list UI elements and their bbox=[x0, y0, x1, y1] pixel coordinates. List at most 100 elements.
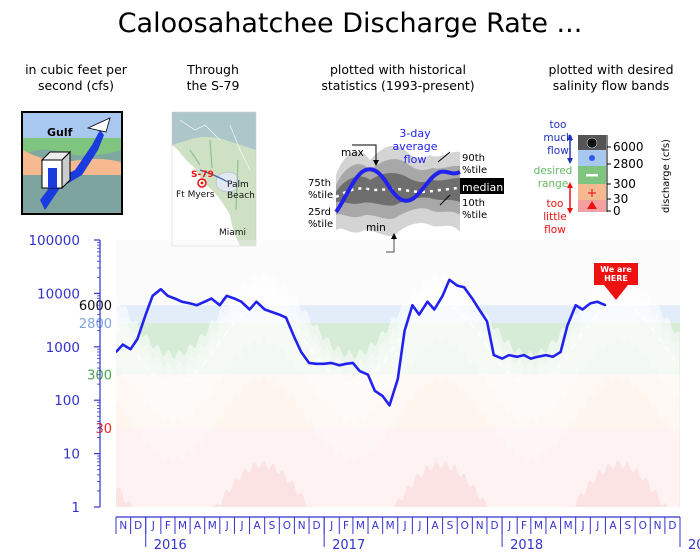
flow-point bbox=[388, 404, 391, 407]
month-tick-label: J bbox=[403, 520, 407, 532]
flow-point bbox=[210, 297, 213, 300]
flow-point bbox=[203, 300, 206, 303]
flow-point bbox=[448, 278, 451, 281]
month-tick-label: J bbox=[580, 520, 584, 532]
month-tick-label: M bbox=[356, 520, 365, 532]
threshold-label-2800: 2800 bbox=[79, 317, 112, 332]
flow-point bbox=[507, 354, 510, 356]
month-tick-label: N bbox=[476, 520, 484, 532]
threshold-label-30: 30 bbox=[95, 422, 112, 437]
stat-label-min: min bbox=[366, 222, 386, 234]
flow-point bbox=[129, 348, 132, 351]
chart-title: Caloosahatchee Discharge Rate ... bbox=[117, 8, 583, 39]
y-tick-label: 10 bbox=[63, 447, 80, 463]
flow-point bbox=[345, 362, 347, 365]
month-tick-label: J bbox=[595, 520, 599, 532]
flow-point bbox=[501, 357, 503, 360]
flow-point bbox=[121, 343, 124, 346]
flow-point bbox=[589, 302, 592, 305]
stat-envelope-p25-p75 bbox=[116, 290, 680, 426]
flow-point bbox=[574, 304, 577, 307]
band-tick-2800: 2800 bbox=[613, 157, 644, 171]
flow-point bbox=[323, 362, 326, 365]
florida-map bbox=[172, 112, 256, 246]
flow-point bbox=[174, 297, 176, 300]
flow-point bbox=[418, 313, 421, 316]
month-tick-label: F bbox=[343, 520, 349, 532]
month-tick-label: M bbox=[178, 520, 187, 532]
flow-point bbox=[225, 294, 228, 297]
month-tick-label: J bbox=[417, 520, 421, 532]
flow-point bbox=[486, 320, 488, 323]
flow-point bbox=[566, 324, 569, 327]
month-tick-label: O bbox=[283, 520, 291, 532]
month-tick-label: D bbox=[313, 520, 321, 532]
y-tick-label: 1 bbox=[71, 500, 80, 516]
we-are-here-label: We are HERE bbox=[600, 265, 632, 283]
flow-point bbox=[248, 308, 251, 311]
flow-point bbox=[492, 354, 495, 356]
band-label-too-much: too much flow bbox=[543, 119, 572, 157]
month-tick-label: F bbox=[521, 520, 527, 532]
band-tick-300: 300 bbox=[613, 177, 636, 191]
y-tick-label: 10000 bbox=[37, 286, 80, 302]
y-tick-label: 100 bbox=[54, 393, 80, 409]
month-tick-label: M bbox=[564, 520, 573, 532]
flow-point bbox=[523, 354, 525, 356]
stat-label-flow: 3-day average flow bbox=[392, 127, 437, 166]
legend-units-text: in cubic feet per second (cfs) bbox=[25, 62, 127, 93]
y-tick-label: 1000 bbox=[46, 340, 80, 356]
month-tick-label: D bbox=[490, 520, 498, 532]
flow-point bbox=[338, 364, 341, 367]
month-tick-label: S bbox=[269, 520, 276, 532]
flow-point bbox=[559, 351, 562, 353]
month-tick-label: A bbox=[372, 520, 380, 532]
city-ft-myers: Ft Myers bbox=[176, 190, 215, 200]
month-tick-label: D bbox=[134, 520, 142, 532]
flow-point bbox=[308, 361, 310, 364]
flow-point bbox=[218, 304, 221, 307]
band-label-desired: desired range bbox=[534, 165, 573, 190]
month-tick-label: O bbox=[461, 520, 469, 532]
flow-point bbox=[263, 308, 266, 311]
flow-point bbox=[545, 354, 547, 356]
flow-point bbox=[233, 297, 236, 300]
flow-point bbox=[330, 361, 332, 364]
month-tick-label: S bbox=[625, 520, 632, 532]
month-tick-label: J bbox=[507, 520, 511, 532]
median-line bbox=[116, 303, 680, 385]
stat-label-p25: 25rd %tile bbox=[308, 207, 333, 230]
month-tick-label: S bbox=[447, 520, 454, 532]
threshold-label-6000: 6000 bbox=[79, 299, 112, 314]
flow-point bbox=[456, 284, 459, 287]
flow-point bbox=[471, 297, 474, 300]
flow-point bbox=[358, 370, 361, 373]
gulf-label: Gulf bbox=[47, 126, 73, 139]
flow-point bbox=[270, 311, 273, 313]
flow-point bbox=[278, 313, 281, 316]
city-miami: Miami bbox=[219, 228, 246, 238]
month-tick-label: D bbox=[668, 520, 676, 532]
month-tick-label: A bbox=[431, 520, 439, 532]
flow-point bbox=[166, 294, 169, 297]
month-tick-label: M bbox=[534, 520, 543, 532]
flow-point bbox=[255, 300, 258, 303]
flow-point bbox=[396, 378, 399, 380]
stat-label-p90: 90th %tile bbox=[462, 153, 487, 176]
stat-label-p75: 75th %tile bbox=[308, 178, 333, 201]
legend-location-text: Through the S-79 bbox=[186, 62, 240, 93]
month-tick-label: O bbox=[639, 520, 647, 532]
month-tick-label: A bbox=[254, 520, 262, 532]
month-tick-label: N bbox=[654, 520, 662, 532]
flow-point bbox=[367, 373, 369, 376]
flow-point bbox=[551, 355, 554, 358]
flow-point bbox=[411, 304, 414, 307]
flow-point bbox=[159, 288, 162, 291]
year-label: 2016 bbox=[154, 538, 187, 553]
flow-point bbox=[285, 316, 288, 319]
month-tick-label: J bbox=[329, 520, 333, 532]
stat-label-median: median bbox=[462, 181, 503, 194]
flow-point bbox=[300, 351, 303, 353]
